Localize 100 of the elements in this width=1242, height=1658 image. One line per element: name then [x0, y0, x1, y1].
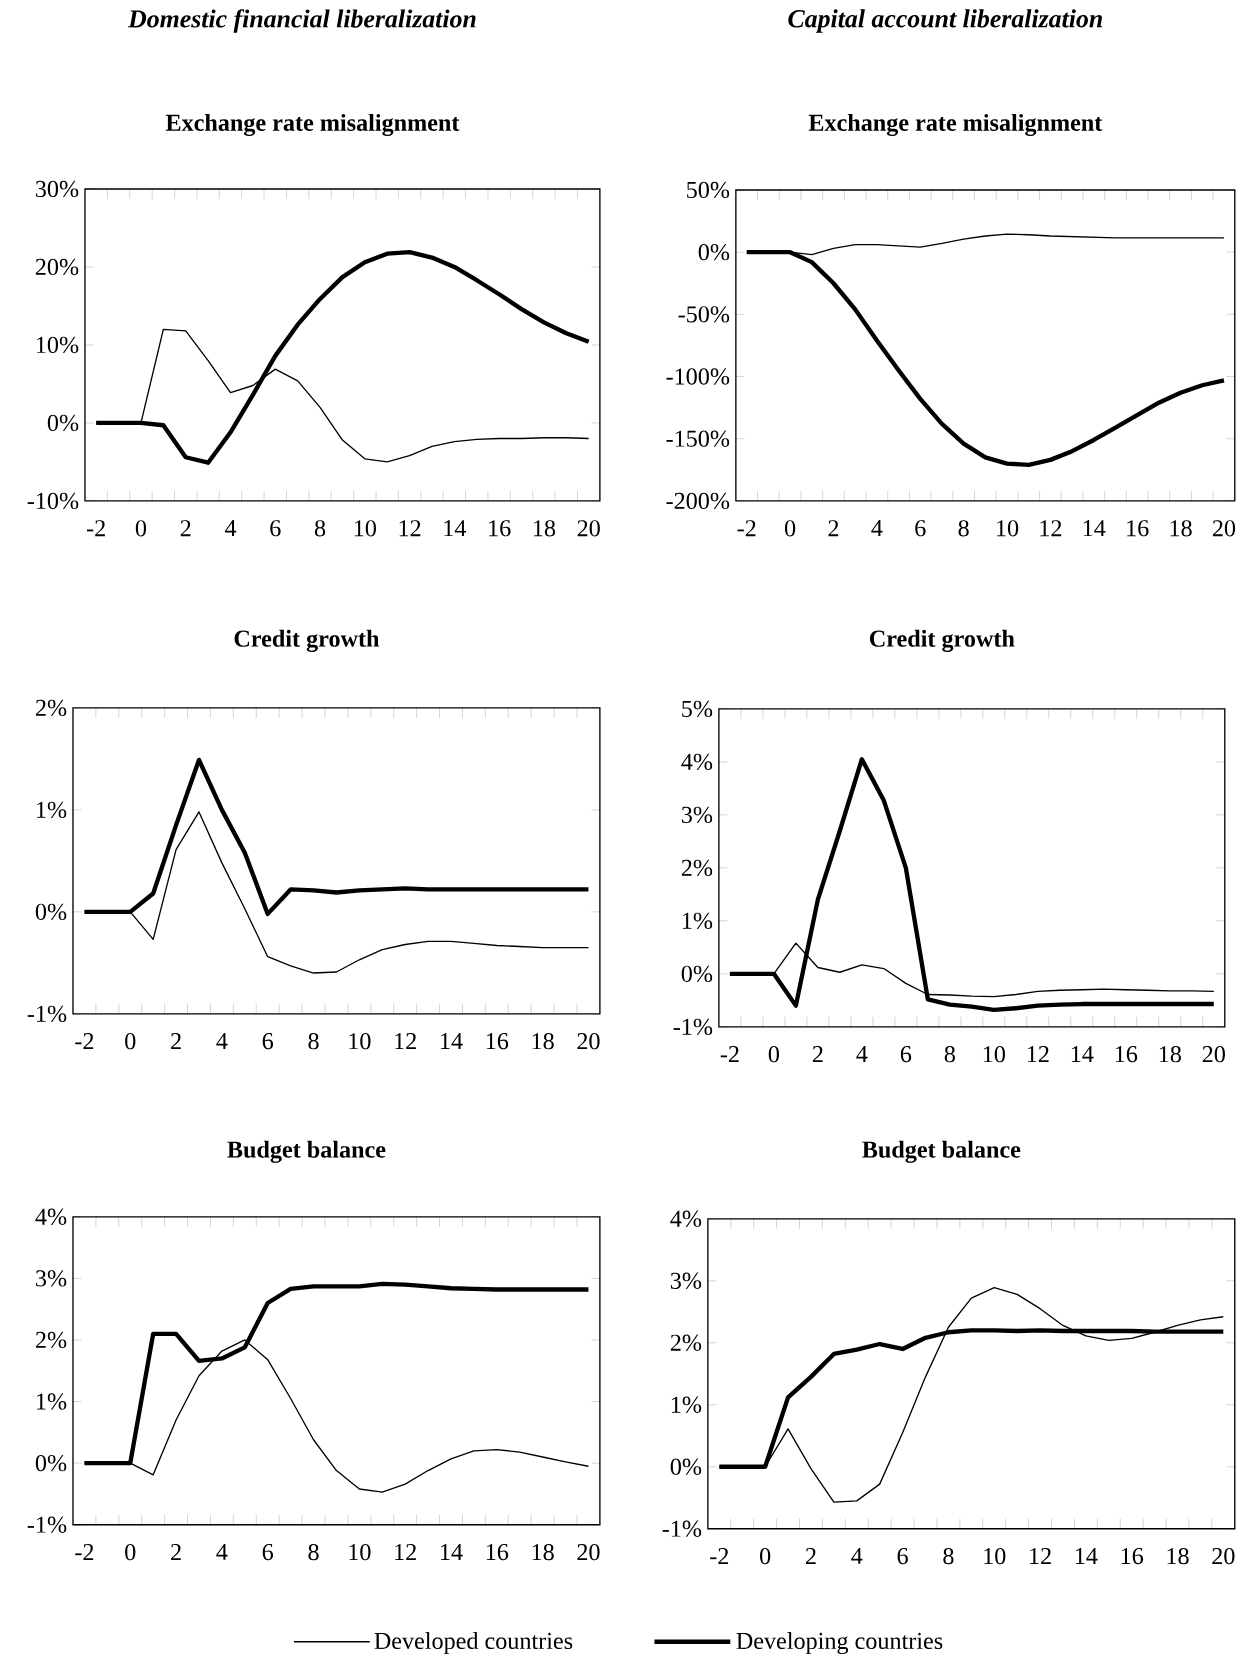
x-tick-label: 10: [355, 520, 377, 537]
x-tick-label: 4: [856, 1046, 868, 1062]
y-tick-label: 20%: [36, 258, 79, 276]
x-tick-label: 2: [813, 1046, 823, 1063]
y-tick-label: -100%: [666, 368, 730, 385]
chart-title: Credit growth: [870, 629, 1015, 652]
y-tick-label: -1%: [27, 1005, 67, 1023]
x-tick-label: 0: [760, 1547, 771, 1565]
chart-title: Budget balance: [862, 1140, 1021, 1163]
x-tick-label: 10: [984, 1547, 1006, 1565]
chart-subtitle: Domestic financial liberalization: [128, 9, 476, 33]
x-tick-label: 4: [216, 1033, 228, 1049]
x-tick-label: 20: [1213, 520, 1236, 537]
x-tick-label: 12: [1030, 1547, 1052, 1564]
y-tick-label: 10%: [37, 336, 79, 354]
x-tick-label: 18: [1167, 1547, 1189, 1565]
y-tick-label: -50%: [678, 306, 730, 323]
x-tick-label: -2: [720, 1046, 739, 1063]
chart-subtitle: Capital account liberalization: [788, 9, 1103, 33]
x-tick-label: 8: [308, 1543, 319, 1561]
x-tick-label: 6: [262, 1543, 274, 1561]
y-tick-label: 1%: [672, 1396, 702, 1413]
x-tick-label: 18: [532, 1033, 554, 1050]
x-tick-label: 8: [943, 1547, 954, 1565]
legend-label: Developing countries: [736, 1632, 943, 1655]
chart-title: Credit growth: [234, 629, 380, 652]
x-tick-label: 14: [441, 1543, 463, 1560]
x-tick-label: 14: [1084, 520, 1106, 537]
x-tick-label: 16: [489, 520, 511, 537]
x-tick-label: 16: [487, 1033, 509, 1050]
x-tick-label: -2: [710, 1547, 729, 1564]
x-tick-label: 8: [315, 520, 326, 537]
y-tick-label: 0%: [48, 414, 79, 432]
x-tick-label: 8: [308, 1033, 319, 1050]
x-tick-label: 10: [984, 1046, 1006, 1063]
y-tick-label: -1%: [673, 1018, 713, 1036]
y-tick-label: 50%: [687, 181, 730, 199]
y-tick-label: -1%: [662, 1520, 702, 1537]
x-tick-label: 20: [577, 1033, 600, 1050]
x-tick-label: -2: [75, 1543, 94, 1560]
x-tick-label: 18: [532, 1543, 554, 1561]
x-tick-label: 14: [1072, 1046, 1094, 1062]
y-tick-label: -10%: [27, 492, 79, 510]
x-tick-label: 4: [225, 520, 237, 537]
legend-label: Developed countries: [374, 1632, 573, 1654]
x-tick-label: -2: [75, 1033, 94, 1050]
x-tick-label: 6: [915, 520, 926, 537]
x-tick-label: 6: [262, 1033, 274, 1050]
x-tick-label: 8: [958, 520, 969, 537]
x-tick-label: 6: [897, 1547, 909, 1565]
y-tick-label: 1%: [37, 1393, 67, 1410]
x-tick-label: 16: [1121, 1547, 1144, 1565]
x-tick-label: 14: [441, 1033, 463, 1049]
x-tick-label: 10: [349, 1543, 371, 1561]
y-tick-label: 1%: [37, 801, 67, 819]
x-tick-label: 20: [577, 520, 601, 537]
x-tick-label: 20: [1203, 1046, 1226, 1063]
y-tick-label: 0%: [670, 1458, 702, 1475]
x-tick-label: 6: [901, 1046, 912, 1063]
x-tick-label: 10: [997, 520, 1019, 537]
x-tick-label: 0: [125, 1543, 136, 1561]
x-tick-label: -2: [87, 520, 106, 537]
x-tick-label: 12: [1040, 520, 1062, 537]
y-tick-label: 2%: [682, 859, 713, 877]
y-tick-label: -1%: [27, 1516, 67, 1533]
y-tick-label: 3%: [671, 1272, 702, 1289]
x-tick-label: 2: [828, 520, 839, 537]
x-tick-label: 2: [180, 520, 191, 537]
x-tick-label: 18: [1170, 520, 1192, 537]
x-tick-label: 0: [785, 520, 796, 537]
x-tick-label: 20: [577, 1543, 600, 1561]
x-tick-label: 4: [871, 520, 883, 537]
chart-title: Exchange rate misalignment: [166, 113, 460, 137]
y-tick-label: 5%: [682, 700, 713, 718]
x-tick-label: 0: [125, 1033, 136, 1050]
x-tick-label: 2: [171, 1033, 181, 1050]
y-tick-label: 0%: [698, 243, 730, 261]
y-tick-label: 3%: [36, 1270, 67, 1287]
y-tick-label: 4%: [670, 1210, 702, 1227]
x-tick-label: 18: [534, 520, 556, 537]
y-tick-label: 3%: [682, 806, 713, 824]
x-tick-label: 12: [399, 520, 421, 537]
y-tick-label: 1%: [683, 912, 713, 930]
y-tick-label: 4%: [681, 753, 713, 771]
chart-title: Exchange rate misalignment: [809, 113, 1103, 137]
y-tick-label: 4%: [35, 1208, 67, 1225]
x-tick-label: 16: [1116, 1046, 1138, 1063]
x-tick-label: 12: [395, 1033, 417, 1050]
y-tick-label: 0%: [36, 903, 67, 921]
x-tick-label: 0: [136, 520, 147, 537]
x-tick-label: 4: [851, 1547, 863, 1564]
y-tick-label: 2%: [36, 699, 67, 717]
x-tick-label: 16: [487, 1543, 509, 1561]
x-tick-label: 6: [270, 520, 281, 537]
x-tick-label: 10: [349, 1033, 371, 1050]
y-tick-label: 2%: [36, 1331, 67, 1349]
chart-title: Budget balance: [227, 1140, 386, 1163]
x-tick-label: 2: [171, 1543, 181, 1560]
x-tick-label: 4: [216, 1543, 228, 1560]
x-tick-label: 12: [395, 1543, 417, 1560]
